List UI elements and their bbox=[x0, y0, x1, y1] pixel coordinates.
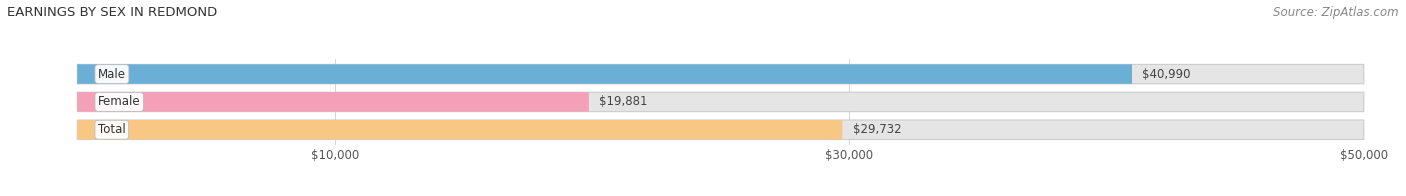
Text: Total: Total bbox=[98, 123, 125, 136]
Text: $40,990: $40,990 bbox=[1142, 68, 1191, 81]
FancyBboxPatch shape bbox=[77, 64, 1364, 84]
Text: Female: Female bbox=[98, 95, 141, 108]
Text: $29,732: $29,732 bbox=[852, 123, 901, 136]
FancyBboxPatch shape bbox=[77, 64, 1132, 84]
Text: Source: ZipAtlas.com: Source: ZipAtlas.com bbox=[1274, 6, 1399, 19]
FancyBboxPatch shape bbox=[77, 120, 1364, 140]
FancyBboxPatch shape bbox=[77, 92, 589, 112]
FancyBboxPatch shape bbox=[77, 92, 1364, 112]
Text: EARNINGS BY SEX IN REDMOND: EARNINGS BY SEX IN REDMOND bbox=[7, 6, 218, 19]
Text: Male: Male bbox=[98, 68, 127, 81]
Text: $19,881: $19,881 bbox=[599, 95, 648, 108]
FancyBboxPatch shape bbox=[77, 120, 842, 140]
